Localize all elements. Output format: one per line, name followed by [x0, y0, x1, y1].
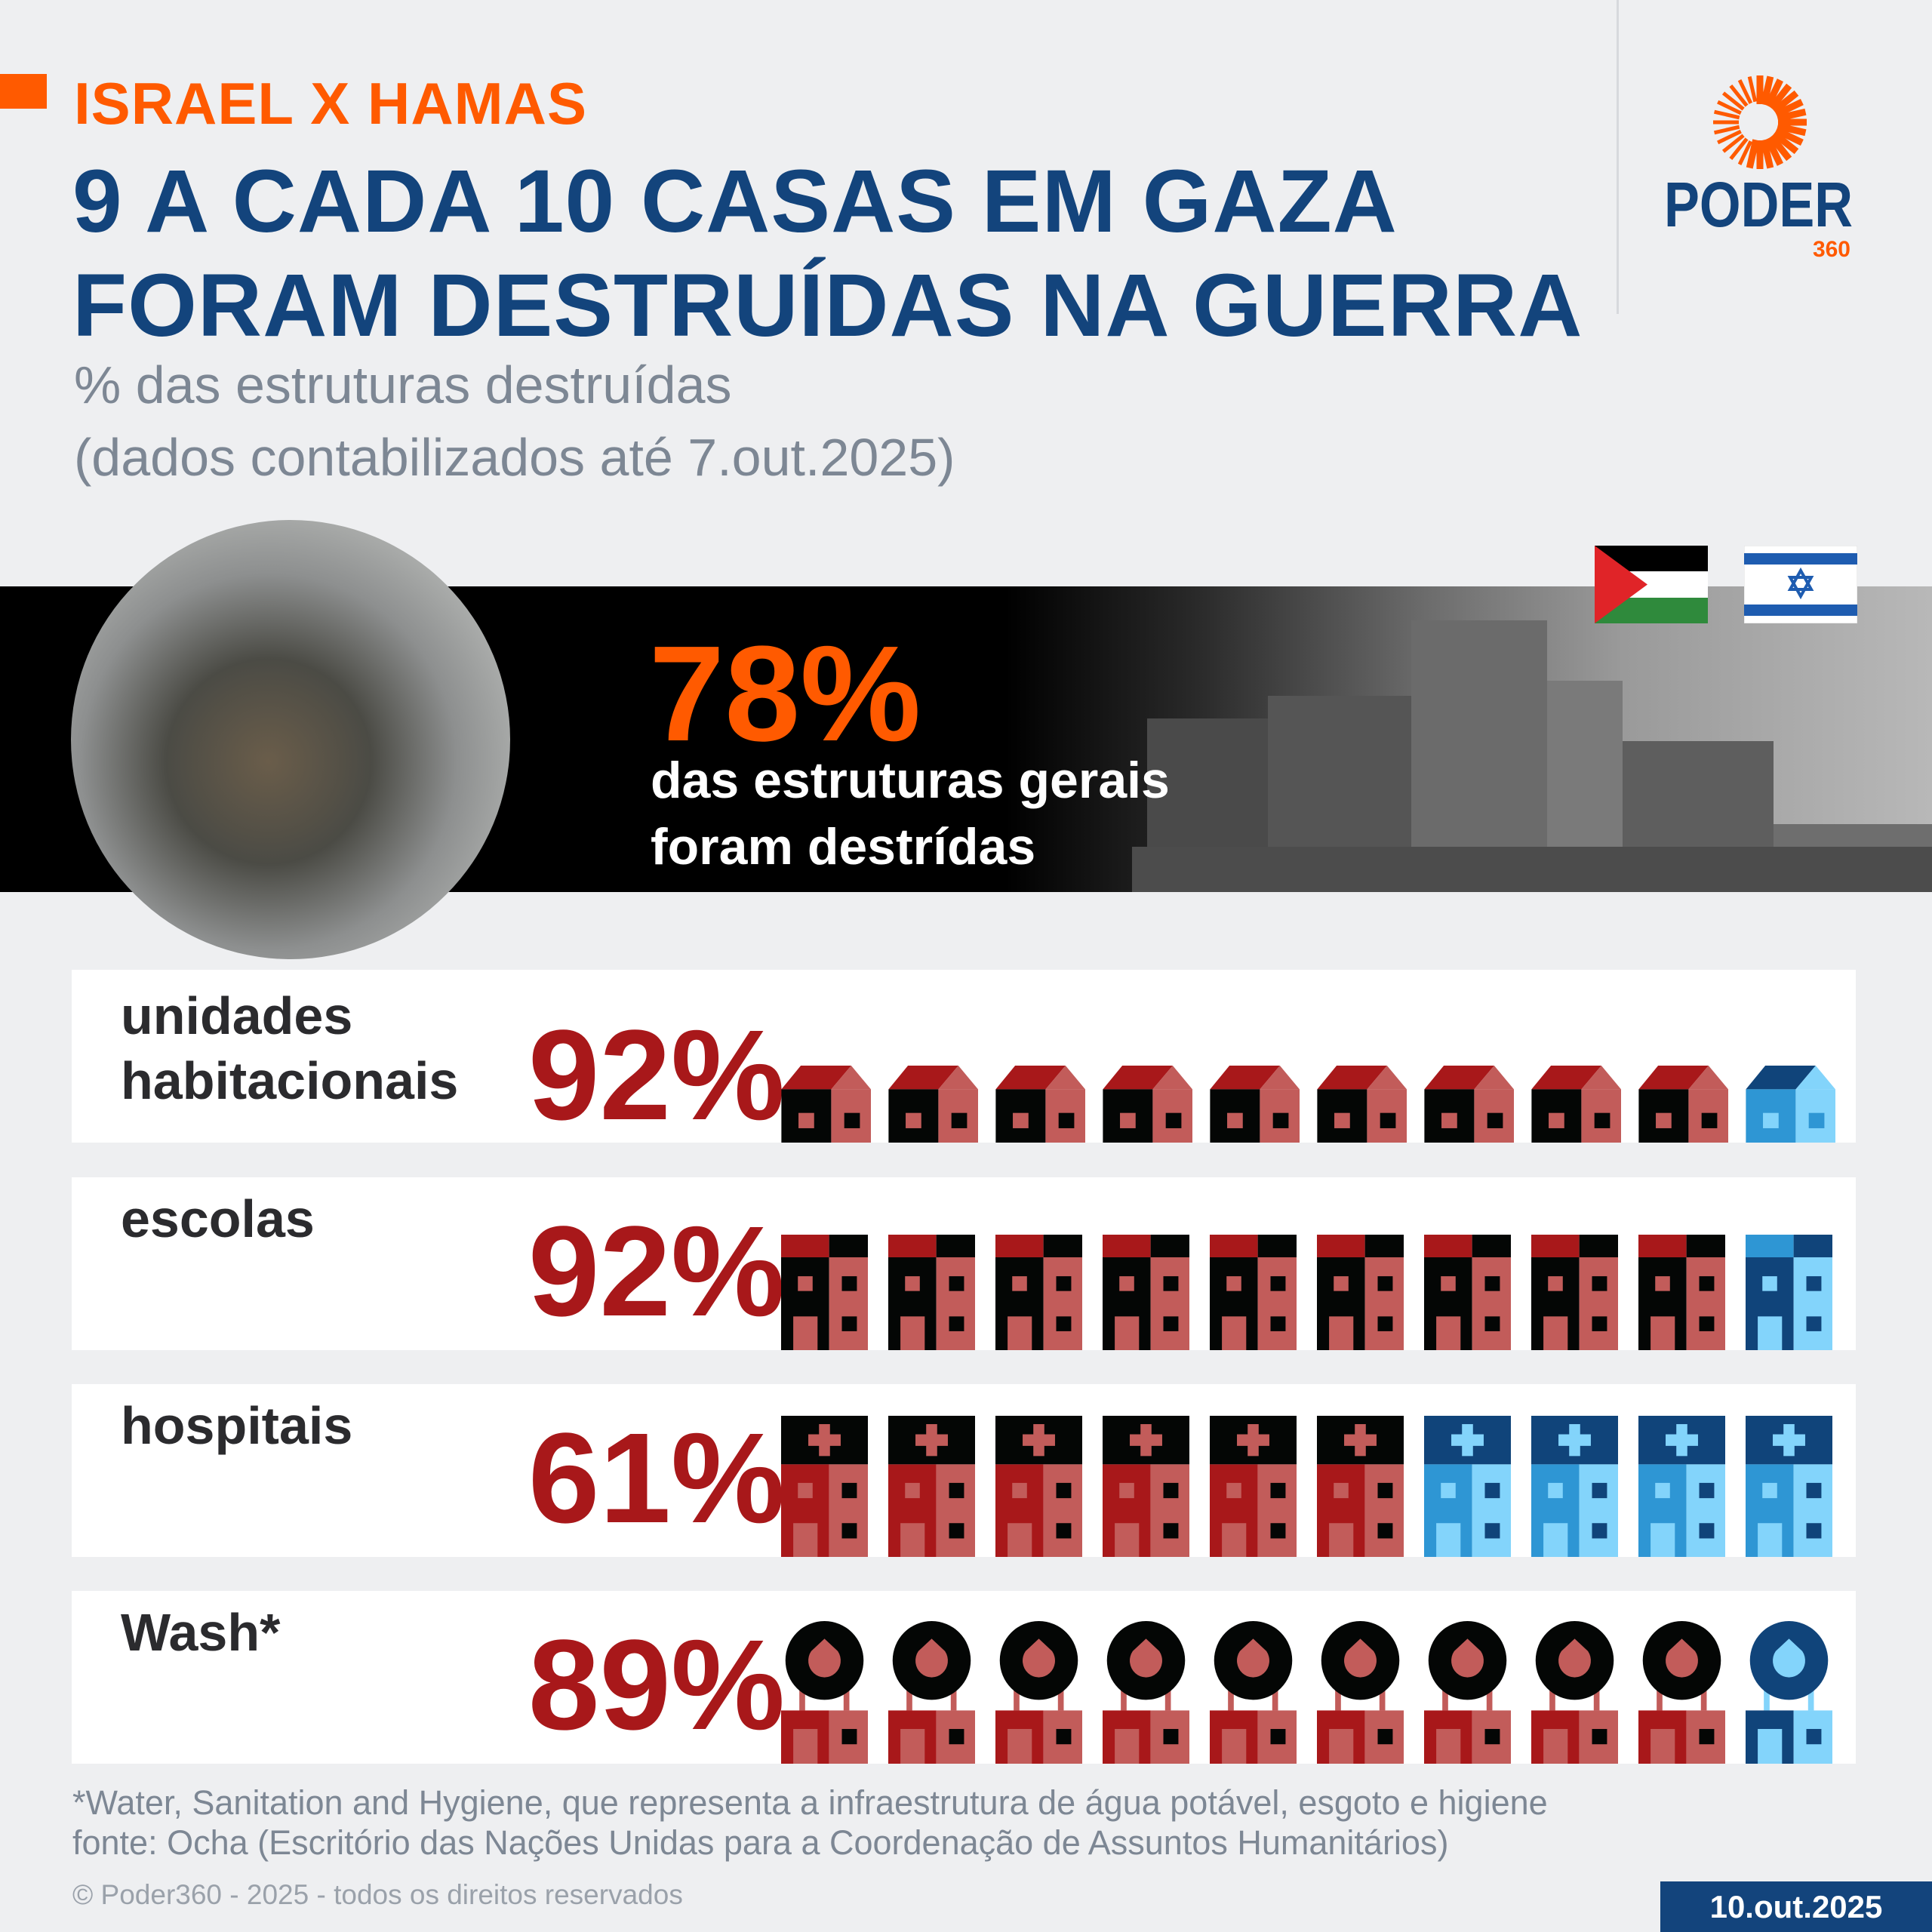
footnote-wash: *Water, Sanitation and Hygiene, que repr…: [72, 1783, 1548, 1822]
school-destroyed-icon: [1638, 1235, 1725, 1354]
row-label-line: unidades: [121, 986, 353, 1045]
title-line: FORAM DESTRUÍDAS NA GUERRA: [72, 256, 1583, 355]
house-destroyed-icon: [888, 1066, 978, 1146]
subtitle-line: % das estruturas destruídas: [74, 355, 732, 414]
house-destroyed-icon: [781, 1066, 871, 1146]
palestine-flag: [1595, 546, 1708, 623]
hospital-destroyed-icon: [995, 1416, 1082, 1561]
water-facility-destroyed-icon: [888, 1621, 975, 1767]
water-facility-intact-icon: [1746, 1621, 1832, 1767]
row-label-line: escolas: [121, 1189, 315, 1248]
row-label-line: Wash*: [121, 1603, 281, 1662]
banner-text-line: foram destrídas: [651, 818, 1036, 875]
hospital-intact-icon: [1424, 1416, 1511, 1561]
tag-marker: [0, 74, 47, 109]
school-destroyed-icon: [1103, 1235, 1189, 1354]
publish-date: 10.out.2025: [1660, 1881, 1932, 1932]
hospital-destroyed-icon: [1210, 1416, 1297, 1561]
school-destroyed-icon: [781, 1235, 868, 1354]
house-destroyed-icon: [1531, 1066, 1621, 1146]
subtitle-line: (dados contabilizados até 7.out.2025): [74, 428, 955, 487]
row-value: 61%: [528, 1407, 786, 1550]
house-destroyed-icon: [1638, 1066, 1728, 1146]
row-house: unidades habitacionais 92%: [72, 970, 1856, 1143]
row-hospital: hospitais 61%: [72, 1384, 1856, 1557]
page-title: 9 A CADA 10 CASAS EM GAZA FORAM DESTRUÍD…: [72, 149, 1583, 358]
house-destroyed-icon: [1103, 1066, 1192, 1146]
banner-text: das estruturas gerais foram destrídas: [651, 747, 1170, 880]
hamas-fighters-photo: [71, 520, 510, 959]
title-line: 9 A CADA 10 CASAS EM GAZA: [72, 152, 1398, 251]
water-facility-destroyed-icon: [1103, 1621, 1189, 1767]
hospital-intact-icon: [1638, 1416, 1725, 1561]
house-destroyed-icon: [1317, 1066, 1407, 1146]
footnote: *Water, Sanitation and Hygiene, que repr…: [72, 1783, 1548, 1863]
school-destroyed-icon: [888, 1235, 975, 1354]
source: fonte: Ocha (Escritório das Nações Unida…: [72, 1823, 1449, 1862]
water-facility-destroyed-icon: [1317, 1621, 1404, 1767]
school-destroyed-icon: [995, 1235, 1082, 1354]
water-facility-destroyed-icon: [1638, 1621, 1725, 1767]
water-facility-destroyed-icon: [1424, 1621, 1511, 1767]
school-destroyed-icon: [1210, 1235, 1297, 1354]
hospital-destroyed-icon: [888, 1416, 975, 1561]
water-facility-destroyed-icon: [995, 1621, 1082, 1767]
row-label-line: habitacionais: [121, 1051, 459, 1110]
water-facility-destroyed-icon: [781, 1621, 868, 1767]
row-label: escolas: [121, 1186, 315, 1251]
logo-sub: 360: [1813, 237, 1850, 262]
poder360-logo: PODER 360: [1664, 75, 1853, 262]
row-water-facility: Wash* 89%: [72, 1591, 1856, 1764]
row-label-line: hospitais: [121, 1396, 353, 1455]
school-intact-icon: [1746, 1235, 1832, 1354]
row-label: unidades habitacionais: [121, 983, 458, 1113]
school-destroyed-icon: [1424, 1235, 1511, 1354]
banner-text-line: das estruturas gerais: [651, 752, 1170, 809]
banner-value: 78%: [649, 618, 921, 770]
house-destroyed-icon: [1424, 1066, 1514, 1146]
hospital-intact-icon: [1531, 1416, 1618, 1561]
school-destroyed-icon: [1531, 1235, 1618, 1354]
row-label: Wash*: [121, 1600, 280, 1665]
row-value: 92%: [528, 1004, 786, 1147]
row-value: 92%: [528, 1200, 786, 1343]
kicker: ISRAEL X HAMAS: [74, 70, 587, 137]
row-school: escolas 92%: [72, 1177, 1856, 1350]
copyright: © Poder360 - 2025 - todos os direitos re…: [72, 1879, 683, 1910]
logo-brand: PODER: [1664, 169, 1853, 240]
house-destroyed-icon: [995, 1066, 1085, 1146]
hospital-intact-icon: [1746, 1416, 1832, 1561]
divider: [1617, 0, 1619, 314]
school-destroyed-icon: [1317, 1235, 1404, 1354]
hospital-destroyed-icon: [1317, 1416, 1404, 1561]
water-facility-destroyed-icon: [1531, 1621, 1618, 1767]
hospital-destroyed-icon: [1103, 1416, 1189, 1561]
water-facility-destroyed-icon: [1210, 1621, 1297, 1767]
subtitle: % das estruturas destruídas (dados conta…: [74, 349, 955, 494]
hospital-destroyed-icon: [781, 1416, 868, 1561]
row-value: 89%: [528, 1614, 786, 1757]
house-intact-icon: [1746, 1066, 1835, 1146]
israel-flag: [1744, 546, 1857, 623]
row-label: hospitais: [121, 1393, 352, 1458]
house-destroyed-icon: [1210, 1066, 1300, 1146]
